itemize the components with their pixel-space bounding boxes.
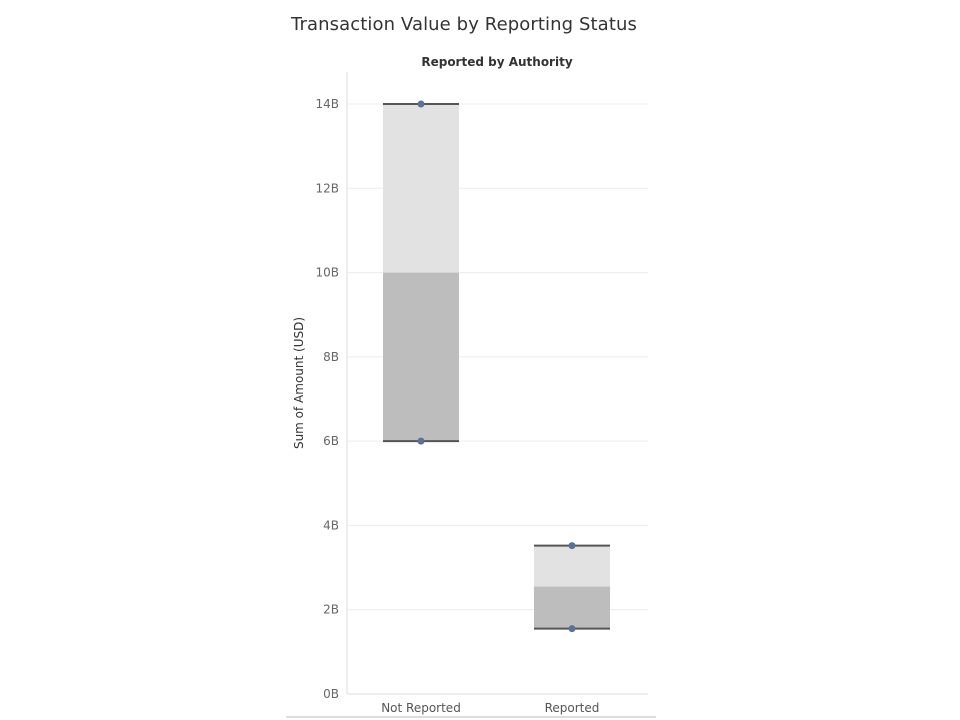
y-axis-label: Sum of Amount (USD) — [292, 317, 306, 449]
y-tick-label: 12B — [315, 181, 339, 195]
bar-upper-band — [383, 104, 459, 273]
low-marker — [569, 625, 576, 632]
bar-lower-band — [383, 273, 459, 442]
y-tick-label: 4B — [323, 518, 339, 532]
chart-subtitle: Reported by Authority — [421, 55, 572, 69]
y-tick-label: 0B — [323, 687, 339, 701]
bar-lower-band — [534, 587, 610, 629]
y-tick-label: 8B — [323, 350, 339, 364]
bars — [383, 104, 610, 629]
y-tick-label: 2B — [323, 603, 339, 617]
x-tick-label: Not Reported — [381, 701, 461, 715]
x-tick-label: Reported — [545, 701, 600, 715]
y-tick-label: 10B — [315, 266, 339, 280]
y-tick-label: 14B — [315, 97, 339, 111]
y-tick-label: 6B — [323, 434, 339, 448]
high-marker — [418, 101, 425, 108]
high-marker — [569, 542, 576, 549]
low-marker — [418, 438, 425, 445]
bar-upper-band — [534, 546, 610, 587]
